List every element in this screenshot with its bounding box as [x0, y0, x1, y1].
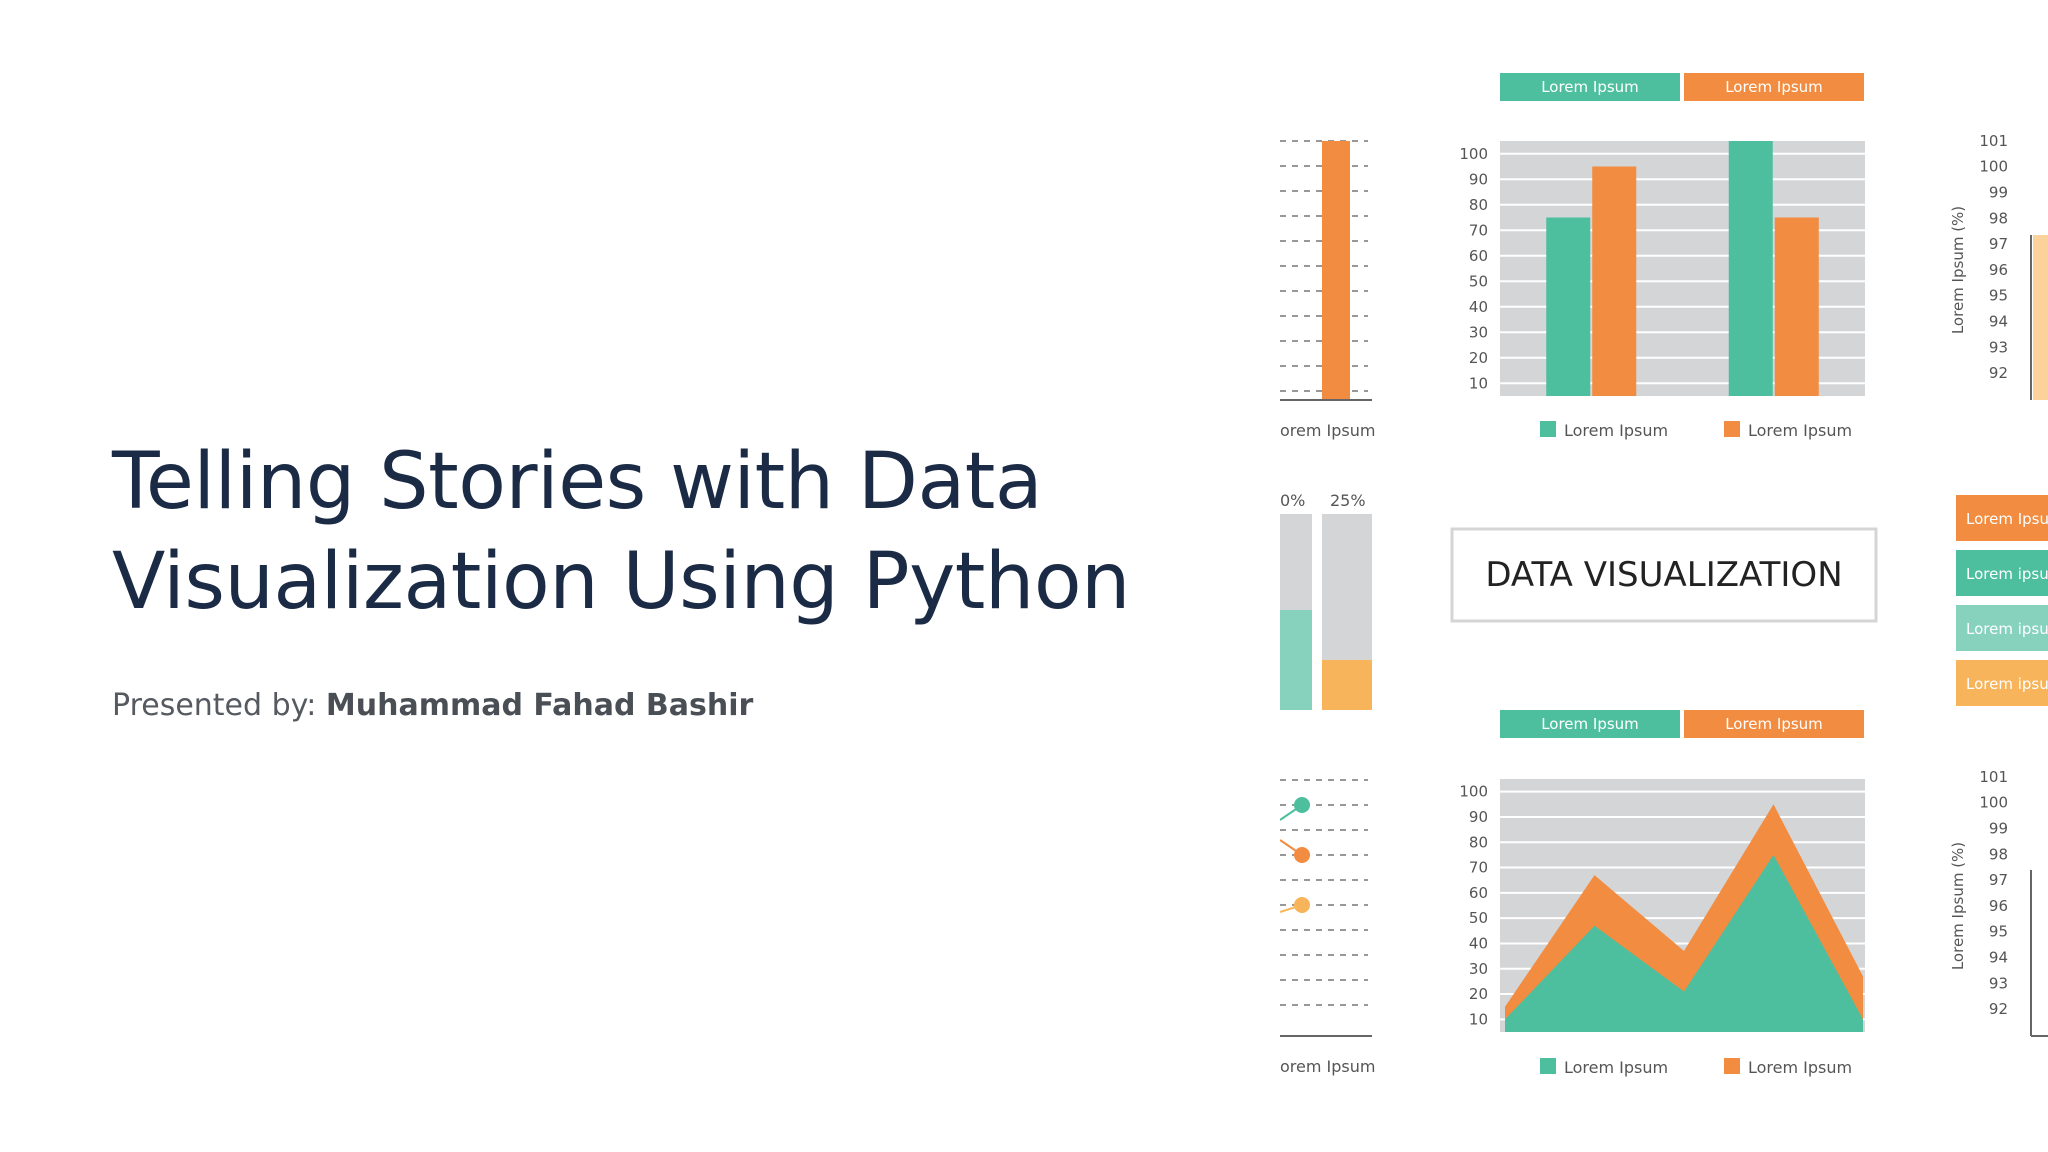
top-legend-tags: Lorem Ipsum Lorem Ipsum [1500, 73, 1864, 101]
line-point-teal [1294, 797, 1310, 813]
bottom-legend-tags: Lorem Ipsum Lorem Ipsum [1500, 710, 1864, 738]
right-axis-label-top: Lorem Ipsum (%) [1949, 206, 1967, 334]
y-tick-label: 60 [1469, 884, 1488, 902]
bar-chart-top: 10 20 30 40 50 60 70 80 90 100 Lorem Ipsum Lorem … [1459, 141, 1865, 440]
left-orange-bar [1322, 141, 1350, 400]
data-visualization-illustration: orem Ipsum 0% 25% orem Ipsum Lore [1280, 73, 2048, 1077]
left-axis-label-top: orem Ipsum [1280, 421, 1375, 440]
center-label-box: DATA VISUALIZATION [1450, 527, 1878, 623]
bar-mark [1774, 217, 1819, 396]
percent-bar-teal [1280, 610, 1312, 710]
left-axis-label-bottom: orem Ipsum [1280, 1057, 1375, 1076]
bottom-tag-2: Lorem Ipsum [1725, 715, 1823, 733]
top-tag-1: Lorem Ipsum [1541, 78, 1639, 96]
y-tick-label: 100 [1459, 783, 1488, 801]
y-tick-label: 97 [1989, 235, 2008, 253]
y-tick-label: 10 [1469, 1010, 1488, 1028]
bar-mark [1728, 141, 1773, 396]
y-tick-label: 30 [1469, 323, 1488, 341]
area-series-1 [1505, 854, 1863, 1032]
bar-mark [1592, 166, 1637, 396]
y-tick-label: 60 [1469, 247, 1488, 265]
side-tag-2: Lorem ipsu [1966, 565, 2048, 583]
side-tag-1: Lorem Ipsu [1966, 510, 2048, 528]
percent-right-label: 25% [1330, 491, 1366, 510]
percent-bar-orange [1322, 660, 1372, 710]
y-tick-label: 96 [1989, 261, 2008, 279]
right-partial-chart-bottom: 92 93 94 95 96 97 98 99 100 101 Lorem Ipsum (%) [1949, 768, 2048, 1037]
y-tick-label: 100 [1979, 794, 2008, 812]
y-tick-label: 100 [1979, 158, 2008, 176]
y-tick-label: 80 [1469, 196, 1488, 214]
y-tick-label: 40 [1469, 934, 1488, 952]
y-tick-label: 93 [1989, 338, 2008, 356]
y-tick-label: 96 [1989, 897, 2008, 915]
bar-mark [1546, 217, 1591, 396]
y-tick-label: 92 [1989, 1000, 2008, 1018]
line-point-yellow [1294, 897, 1310, 913]
y-tick-label: 93 [1989, 974, 2008, 992]
left-partial-chart-bottom: orem Ipsum [1280, 779, 1375, 1076]
presenter-name: Muhammad Fahad Bashir [325, 688, 754, 723]
slide-title: Telling Stories with Data Visualization … [112, 432, 1212, 632]
title-line-1: Telling Stories with Data [112, 437, 1043, 527]
right-partial-chart-top: 92 93 94 95 96 97 98 99 100 101 Lorem Ipsum (%) [1949, 132, 2048, 400]
y-tick-label: 70 [1469, 221, 1488, 239]
y-tick-label: 95 [1989, 923, 2008, 941]
bottom-tag-1: Lorem Ipsum [1541, 715, 1639, 733]
y-tick-label: 95 [1989, 287, 2008, 305]
y-tick-label: 99 [1989, 184, 2008, 202]
y-tick-label: 94 [1989, 949, 2008, 967]
center-label: DATA VISUALIZATION [1485, 555, 1842, 595]
area-legend-1: Lorem Ipsum [1564, 1058, 1668, 1077]
y-tick-label: 40 [1469, 298, 1488, 316]
y-tick-label: 101 [1979, 768, 2008, 786]
y-tick-label: 30 [1469, 960, 1488, 978]
area-legend-2: Lorem Ipsum [1748, 1058, 1852, 1077]
bar-legend-2: Lorem Ipsum [1748, 421, 1852, 440]
y-tick-label: 100 [1459, 145, 1488, 163]
left-percent-bars: 0% 25% [1280, 491, 1372, 710]
right-axis-label-bottom: Lorem Ipsum (%) [1949, 842, 1967, 970]
y-tick-label: 20 [1469, 349, 1488, 367]
y-tick-label: 101 [1979, 132, 2008, 150]
y-tick-label: 50 [1469, 909, 1488, 927]
side-tag-3: Lorem ipsu [1966, 620, 2048, 638]
title-line-2: Visualization Using Python [112, 537, 1131, 627]
y-tick-label: 98 [1989, 845, 2008, 863]
y-tick-label: 90 [1469, 170, 1488, 188]
y-tick-label: 99 [1989, 820, 2008, 838]
y-tick-label: 10 [1469, 374, 1488, 392]
y-tick-label: 70 [1469, 859, 1488, 877]
top-tag-2: Lorem Ipsum [1725, 78, 1823, 96]
y-tick-label: 90 [1469, 808, 1488, 826]
presenter-prefix: Presented by: [112, 688, 317, 723]
y-tick-label: 80 [1469, 833, 1488, 851]
y-tick-label: 92 [1989, 364, 2008, 382]
bar-legend-1: Lorem Ipsum [1564, 421, 1668, 440]
percent-left-label: 0% [1280, 491, 1305, 510]
y-tick-label: 20 [1469, 985, 1488, 1003]
y-tick-label: 98 [1989, 209, 2008, 227]
y-tick-label: 97 [1989, 871, 2008, 889]
side-tags: Lorem Ipsu Lorem ipsu Lorem ipsu Lorem i… [1956, 495, 2048, 706]
y-tick-label: 50 [1469, 272, 1488, 290]
left-partial-chart-top: orem Ipsum [1280, 140, 1375, 440]
y-tick-label: 94 [1989, 313, 2008, 331]
line-point-orange [1294, 847, 1310, 863]
presenter-line: Presented by: Muhammad Fahad Bashir [112, 688, 753, 723]
side-tag-4: Lorem ipsu [1966, 675, 2048, 693]
area-chart-bottom: 10 20 30 40 50 60 70 80 90 100 Lorem Ipsum Lorem … [1459, 779, 1865, 1077]
